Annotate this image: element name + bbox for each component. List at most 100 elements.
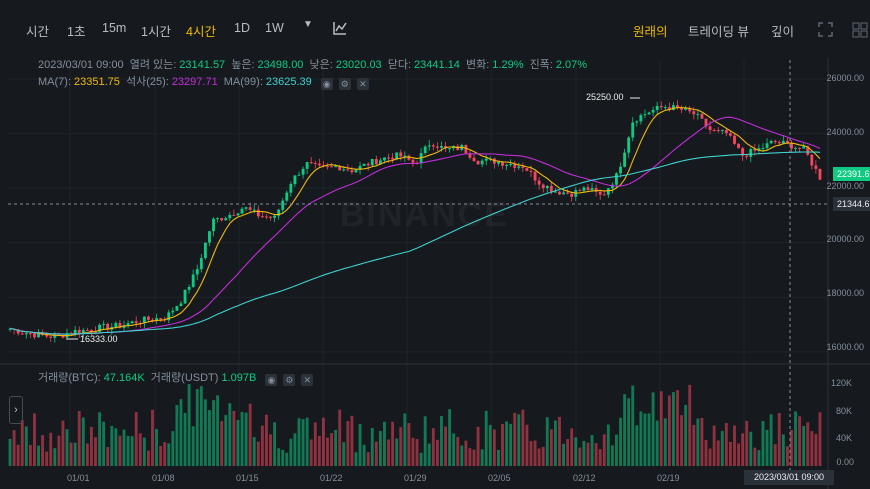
close-icon[interactable]: ✕ xyxy=(356,78,369,90)
more-timeframes-chevron-icon[interactable]: ▼ xyxy=(303,19,313,30)
volume-bar xyxy=(277,448,281,466)
candle-body xyxy=(187,286,191,290)
candle-body xyxy=(399,152,403,157)
volume-bar xyxy=(733,425,736,466)
ma25-label: 석사(25): xyxy=(125,76,169,88)
volume-close-icon[interactable]: ✕ xyxy=(301,374,314,386)
candle-body xyxy=(757,148,761,151)
volume-bar xyxy=(606,424,610,466)
candle-body xyxy=(244,207,248,209)
candle-body xyxy=(350,170,354,173)
view-tradingview[interactable]: 트레이딩 뷰 xyxy=(688,25,749,39)
timeframe-1h[interactable]: 1시간 xyxy=(141,25,171,39)
volume-bar xyxy=(667,395,671,466)
candle-body xyxy=(802,146,806,149)
volume-bar xyxy=(651,392,655,466)
price-tick: 26000.00 xyxy=(826,73,864,83)
timeframe-4h[interactable]: 4시간 xyxy=(186,25,216,39)
volume-bar xyxy=(90,426,93,466)
volume-bar xyxy=(399,427,403,466)
volume-bar xyxy=(558,416,561,466)
close-label: 닫다: xyxy=(387,59,412,71)
volume-bar xyxy=(252,437,256,466)
candle-body xyxy=(94,331,97,333)
volume-tick: 40K xyxy=(835,433,852,443)
candle-body xyxy=(265,216,268,218)
crosshair-time-badge: 2023/03/01 09:00 xyxy=(744,470,834,485)
view-depth[interactable]: 깊이 xyxy=(771,25,795,39)
candle-body xyxy=(155,318,158,321)
volume-settings-gear-icon[interactable]: ⚙ xyxy=(283,374,296,386)
date-tick: 02/12 xyxy=(573,473,596,483)
volume-bar xyxy=(151,409,154,466)
candle-body xyxy=(273,215,277,218)
candle-body xyxy=(289,184,293,193)
candle-body xyxy=(118,322,122,328)
candle-body xyxy=(582,187,586,191)
candle-body xyxy=(586,187,590,191)
volume-bar xyxy=(317,435,321,466)
volume-bar xyxy=(81,417,85,466)
volume-bar xyxy=(33,413,36,466)
volume-hide-eye-icon[interactable]: ◉ xyxy=(265,374,278,386)
volume-bar xyxy=(769,414,773,466)
timeframe-1d[interactable]: 1D xyxy=(234,21,250,35)
timeframe-time[interactable]: 시간 xyxy=(26,25,50,39)
candle-body xyxy=(81,329,85,334)
candle-body xyxy=(427,145,431,147)
binance-watermark: BINANCE xyxy=(340,196,509,235)
volume-bar xyxy=(16,444,20,466)
volume-bar xyxy=(175,404,179,466)
volume-bar xyxy=(549,429,553,466)
volume-bar xyxy=(802,426,806,466)
volume-bar xyxy=(179,399,183,466)
volume-bar xyxy=(8,438,12,466)
date-tick: 02/05 xyxy=(488,473,511,483)
candle-body xyxy=(171,310,175,313)
volume-bar xyxy=(301,419,305,466)
volume-bar xyxy=(590,435,594,466)
volume-bar xyxy=(480,449,484,466)
volume-bar xyxy=(183,412,187,466)
volume-bar xyxy=(790,430,793,466)
view-original[interactable]: 원래의 xyxy=(633,25,668,39)
candle-body xyxy=(553,191,557,193)
candle-body xyxy=(765,143,769,148)
volume-bar xyxy=(440,416,443,466)
layout-grid-icon[interactable] xyxy=(852,22,868,38)
candle-body xyxy=(724,129,728,134)
min-price-label: 16333.00 xyxy=(80,334,118,344)
candle-body xyxy=(114,322,118,327)
timeframe-15m[interactable]: 15m xyxy=(102,21,127,35)
candle-body xyxy=(73,329,77,334)
hide-eye-icon[interactable]: ◉ xyxy=(320,78,333,90)
candle-body xyxy=(480,160,484,165)
candle-body xyxy=(440,146,443,148)
candle-body xyxy=(191,274,195,287)
volume-bar xyxy=(57,435,61,466)
candle-body xyxy=(513,164,517,168)
candle-body xyxy=(558,191,561,195)
indicator-chart-icon[interactable] xyxy=(332,20,348,36)
volume-bar xyxy=(688,384,692,466)
candle-body xyxy=(781,140,785,144)
settings-gear-icon[interactable]: ⚙ xyxy=(338,78,351,90)
volume-bar xyxy=(354,452,358,466)
expand-panel-chevron-icon[interactable]: › xyxy=(9,396,23,424)
candle-body xyxy=(338,166,342,171)
crosshair-price-badge: 21344.6 xyxy=(833,197,870,211)
volume-bar xyxy=(391,421,395,466)
volume-bar xyxy=(448,409,452,466)
timeframe-1s[interactable]: 1초 xyxy=(67,25,86,39)
candle-body xyxy=(354,169,358,173)
volume-bar xyxy=(794,411,797,466)
volume-bar xyxy=(220,421,224,466)
volume-bar xyxy=(513,412,517,466)
fullscreen-icon[interactable] xyxy=(818,22,833,37)
volume-btc-label: 거래량(BTC): xyxy=(38,372,101,384)
timeframe-1w[interactable]: 1W xyxy=(265,21,284,35)
high-label: 높은: xyxy=(231,59,255,71)
volume-bar xyxy=(741,433,745,466)
price-tick: 18000.00 xyxy=(826,288,864,298)
